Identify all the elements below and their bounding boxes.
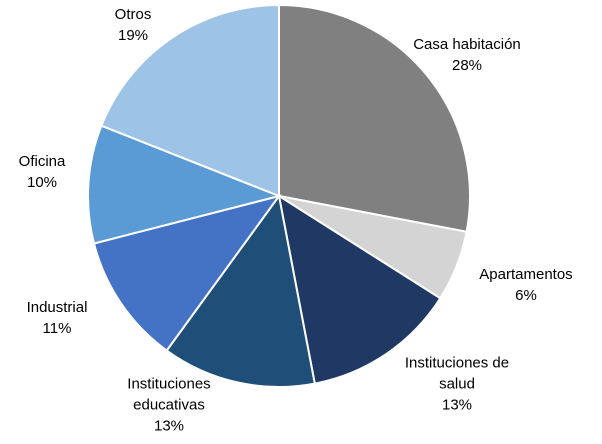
pie-slice [100, 3, 280, 198]
value-label: 13% [153, 417, 185, 435]
slice-label: Otros 19% [73, 4, 193, 46]
slice-label: Industrial 11% [0, 297, 117, 339]
value-label: 13% [441, 396, 473, 414]
category-label: Casa habitación [413, 36, 521, 53]
category-label: Industrial [26, 299, 88, 316]
pie-slice [278, 3, 471, 233]
value-label: 19% [117, 27, 149, 44]
pie-slice [87, 124, 283, 245]
value-label: 10% [26, 174, 58, 191]
pie-slice [92, 194, 282, 352]
slice-label: Oficina 10% [0, 151, 102, 193]
category-label: Instituciones educativas [127, 375, 211, 414]
value-label: 11% [42, 320, 72, 337]
value-label: 6% [515, 287, 537, 304]
category-label: Instituciones de salud [404, 354, 510, 393]
slice-label: Casa habitación 28% [367, 34, 567, 76]
category-label: Oficina [18, 153, 66, 170]
slice-label: Instituciones educativas 13% [114, 374, 224, 437]
category-label: Otros [114, 6, 152, 23]
pie-slice [277, 193, 442, 385]
slice-label: Instituciones de salud 13% [387, 353, 527, 416]
slice-label: Apartamentos 6% [426, 264, 602, 306]
category-label: Apartamentos [479, 266, 573, 283]
value-label: 28% [451, 57, 483, 74]
pie-slice [165, 193, 316, 388]
